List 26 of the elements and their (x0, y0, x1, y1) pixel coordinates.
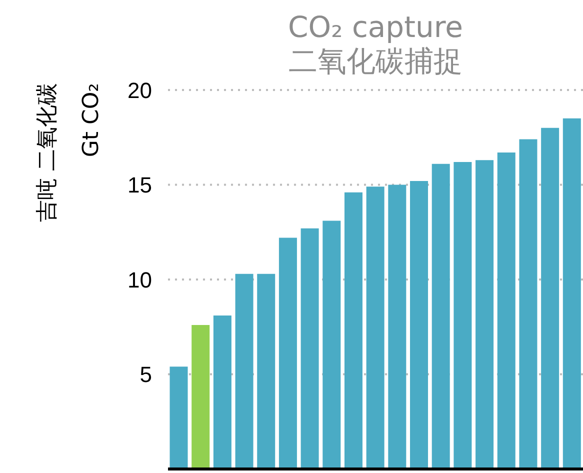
y-tick-label: 5 (140, 362, 152, 388)
bar (300, 228, 319, 469)
bar (562, 118, 581, 469)
chart-subtitle: 二氧化碳捕捉 (288, 44, 464, 78)
bar (344, 192, 362, 469)
bar (278, 238, 297, 469)
bar (235, 274, 254, 469)
bar (213, 316, 232, 469)
y-tick-label: 20 (128, 78, 152, 103)
chart-title: CO₂ capture (287, 10, 464, 44)
bar (410, 180, 428, 469)
y-axis-title: 吉吨 二氧化碳 Gt CO₂ (34, 83, 105, 224)
bar (257, 274, 276, 469)
bar (322, 220, 341, 469)
bar (170, 366, 188, 469)
y-tick-label: 15 (128, 172, 152, 198)
bar (476, 160, 494, 469)
bar (541, 128, 560, 469)
bar (366, 186, 384, 469)
y-tick-label: 10 (128, 267, 152, 292)
bar (519, 139, 538, 469)
bar (388, 184, 406, 469)
bar (192, 324, 210, 469)
bar (497, 152, 516, 469)
bar (432, 164, 450, 469)
bar (454, 162, 472, 469)
